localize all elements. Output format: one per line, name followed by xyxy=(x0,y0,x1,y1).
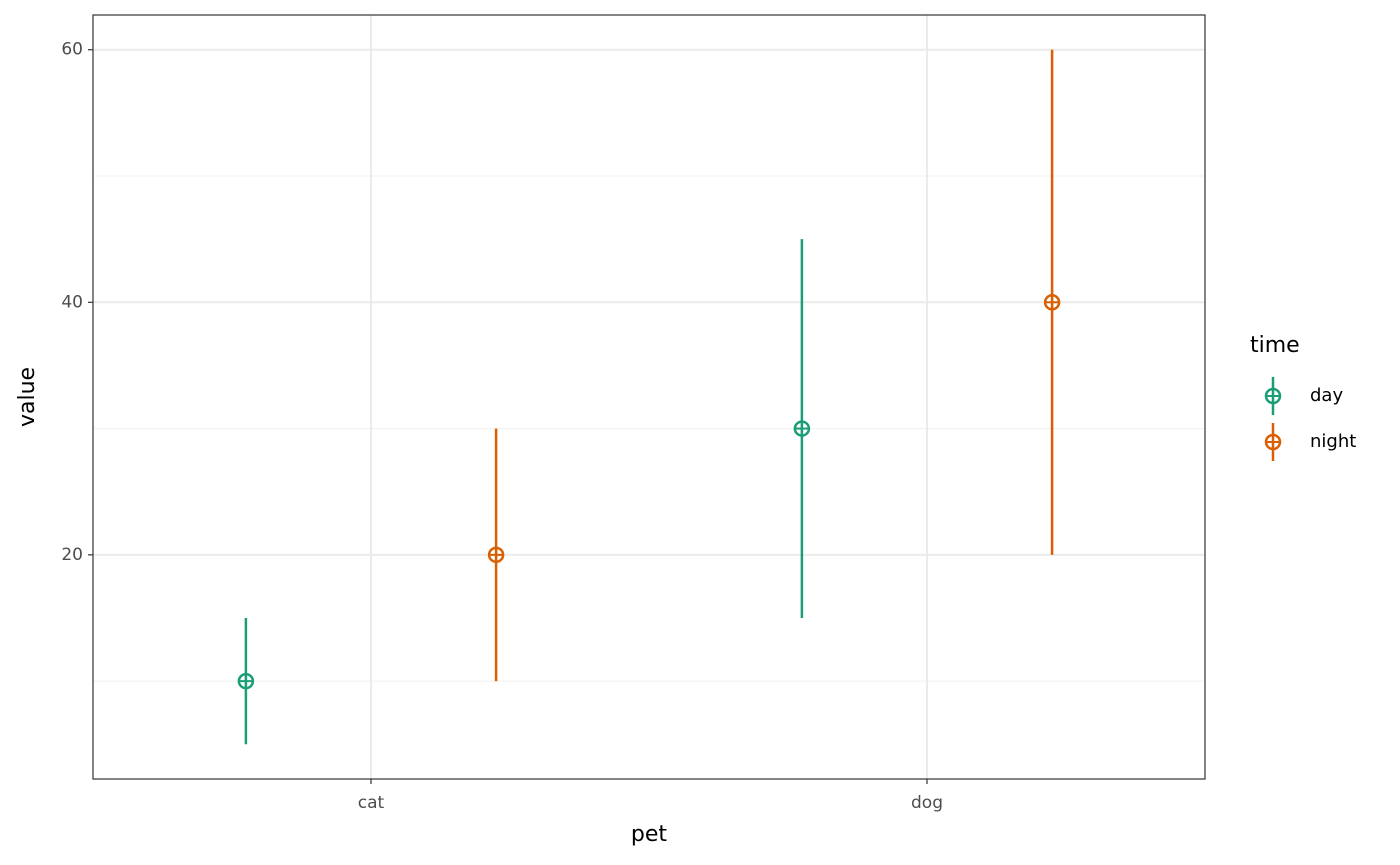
x-tick-label: cat xyxy=(358,793,385,813)
y-axis-title: value xyxy=(15,367,40,427)
point-marker xyxy=(793,420,811,437)
legend-label: day xyxy=(1310,385,1343,406)
x-axis-title: pet xyxy=(631,822,668,847)
legend-key xyxy=(1264,377,1282,415)
point-marker xyxy=(1043,294,1061,311)
x-tick-label: dog xyxy=(911,793,943,813)
y-tick-label: 60 xyxy=(61,40,83,60)
legend-key xyxy=(1264,423,1282,461)
point-marker xyxy=(237,672,255,690)
y-tick-label: 20 xyxy=(61,545,83,565)
point-marker xyxy=(487,546,505,564)
panel-border xyxy=(92,14,1206,780)
y-tick-label: 40 xyxy=(61,292,83,312)
legend-title: time xyxy=(1250,333,1300,358)
legend-label: night xyxy=(1310,431,1356,452)
